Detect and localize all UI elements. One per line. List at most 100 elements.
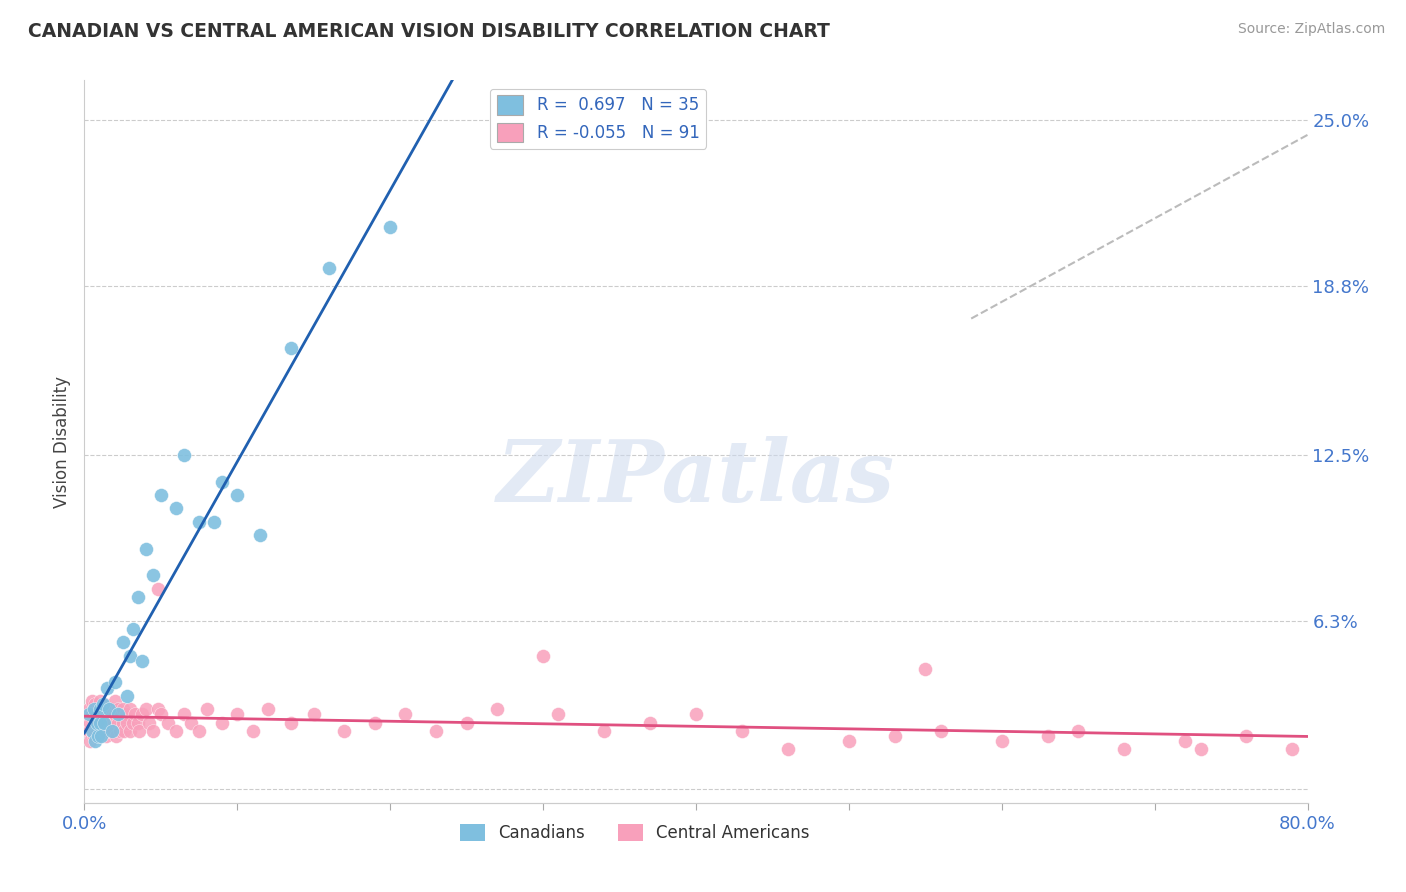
Point	[111, 715, 134, 730]
Point	[120, 702, 142, 716]
Point	[127, 590, 149, 604]
Point	[135, 702, 157, 716]
Point	[380, 220, 402, 235]
Point	[97, 723, 120, 738]
Point	[111, 702, 134, 716]
Legend: Canadians, Central Americans: Canadians, Central Americans	[453, 817, 817, 848]
Point	[188, 723, 211, 738]
Point	[77, 707, 100, 722]
Point	[280, 341, 302, 355]
Point	[1189, 742, 1212, 756]
Point	[180, 715, 202, 730]
Point	[90, 729, 112, 743]
Point	[97, 707, 120, 722]
Point	[1281, 742, 1303, 756]
Point	[115, 715, 138, 730]
Point	[91, 697, 114, 711]
Point	[138, 715, 160, 730]
Point	[105, 729, 128, 743]
Point	[157, 715, 180, 730]
Point	[1236, 729, 1258, 743]
Point	[202, 515, 225, 529]
Point	[1114, 742, 1136, 756]
Point	[103, 723, 125, 738]
Point	[146, 702, 169, 716]
Point	[1036, 729, 1059, 743]
Point	[456, 715, 478, 730]
Point	[111, 635, 134, 649]
Point	[80, 694, 103, 708]
Point	[84, 697, 107, 711]
Point	[127, 715, 149, 730]
Point	[122, 622, 145, 636]
Point	[173, 448, 195, 462]
Point	[104, 694, 127, 708]
Point	[89, 707, 111, 722]
Point	[86, 729, 108, 743]
Point	[685, 707, 707, 722]
Point	[77, 723, 100, 738]
Point	[107, 715, 129, 730]
Point	[110, 707, 132, 722]
Point	[83, 729, 105, 743]
Point	[838, 734, 860, 748]
Point	[84, 715, 107, 730]
Point	[84, 734, 107, 748]
Point	[531, 648, 554, 663]
Point	[122, 715, 145, 730]
Point	[107, 702, 129, 716]
Text: Source: ZipAtlas.com: Source: ZipAtlas.com	[1237, 22, 1385, 37]
Point	[195, 702, 218, 716]
Point	[131, 654, 153, 668]
Point	[211, 475, 233, 489]
Point	[77, 702, 100, 716]
Point	[101, 702, 124, 716]
Point	[165, 501, 187, 516]
Point	[89, 715, 111, 730]
Point	[280, 715, 302, 730]
Point	[87, 715, 110, 730]
Point	[226, 488, 249, 502]
Point	[149, 707, 172, 722]
Point	[242, 723, 264, 738]
Point	[112, 723, 135, 738]
Point	[226, 707, 249, 722]
Point	[394, 707, 416, 722]
Point	[101, 723, 124, 738]
Point	[547, 707, 569, 722]
Point	[96, 715, 118, 730]
Point	[93, 715, 115, 730]
Point	[80, 723, 103, 738]
Point	[146, 582, 169, 596]
Point	[425, 723, 447, 738]
Point	[776, 742, 799, 756]
Point	[104, 675, 127, 690]
Point	[318, 260, 340, 275]
Point	[90, 715, 112, 730]
Point	[83, 702, 105, 716]
Point	[124, 707, 146, 722]
Point	[211, 715, 233, 730]
Point	[114, 707, 136, 722]
Point	[108, 723, 131, 738]
Point	[165, 723, 187, 738]
Point	[135, 541, 157, 556]
Point	[115, 689, 138, 703]
Text: CANADIAN VS CENTRAL AMERICAN VISION DISABILITY CORRELATION CHART: CANADIAN VS CENTRAL AMERICAN VISION DISA…	[28, 22, 830, 41]
Point	[1174, 734, 1197, 748]
Point	[249, 528, 271, 542]
Point	[991, 734, 1014, 748]
Point	[104, 707, 127, 722]
Point	[638, 715, 661, 730]
Point	[593, 723, 616, 738]
Point	[87, 729, 110, 743]
Point	[76, 707, 98, 722]
Point	[188, 515, 211, 529]
Point	[87, 702, 110, 716]
Point	[91, 707, 114, 722]
Point	[96, 702, 118, 716]
Point	[89, 702, 111, 716]
Point	[101, 715, 124, 730]
Point	[142, 723, 165, 738]
Point	[929, 723, 952, 738]
